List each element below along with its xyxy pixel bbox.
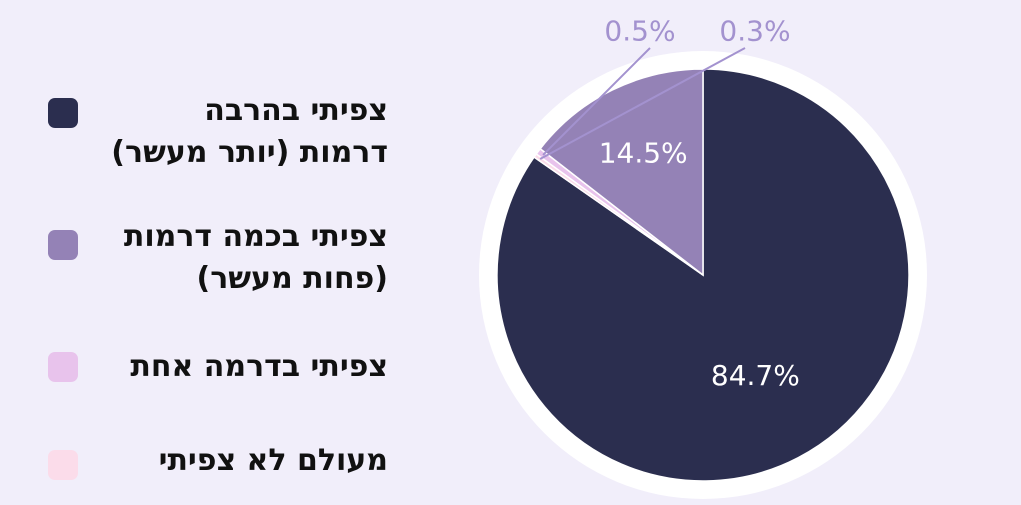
data-label-never: 0.3% (719, 15, 790, 48)
leader-line-one-drama (542, 47, 651, 156)
legend-item-one-drama: צפיתי בדרמה אחת (48, 346, 388, 388)
legend-label-few-dramas: צפיתי בכמה דרמות (פחות מעשר) (123, 219, 388, 296)
legend-item-many-dramas: צפיתי בהרבה דרמות (יותר מעשר) (48, 90, 388, 174)
data-label-few-dramas: 14.5% (599, 136, 688, 169)
legend-item-never: מעולם לא צפיתי (48, 440, 388, 482)
legend-item-few-dramas: צפיתי בכמה דרמות (פחות מעשר) (48, 216, 388, 300)
data-label-one-drama: 0.5% (604, 15, 675, 48)
pie-slice-few-dramas (539, 68, 704, 277)
legend-swatch-many-dramas (48, 98, 78, 128)
data-label-many-dramas: 84.7% (711, 359, 800, 392)
leader-line-never (539, 47, 746, 160)
legend-label-many-dramas: צפיתי בהרבה דרמות (יותר מעשר) (111, 93, 388, 170)
legend-label-never: מעולם לא צפיתי (158, 443, 388, 478)
legend-swatch-never (48, 450, 78, 480)
legend-swatch-few-dramas (48, 230, 78, 260)
legend-label-one-drama: צפיתי בדרמה אחת (130, 349, 388, 384)
legend-swatch-one-drama (48, 352, 78, 382)
